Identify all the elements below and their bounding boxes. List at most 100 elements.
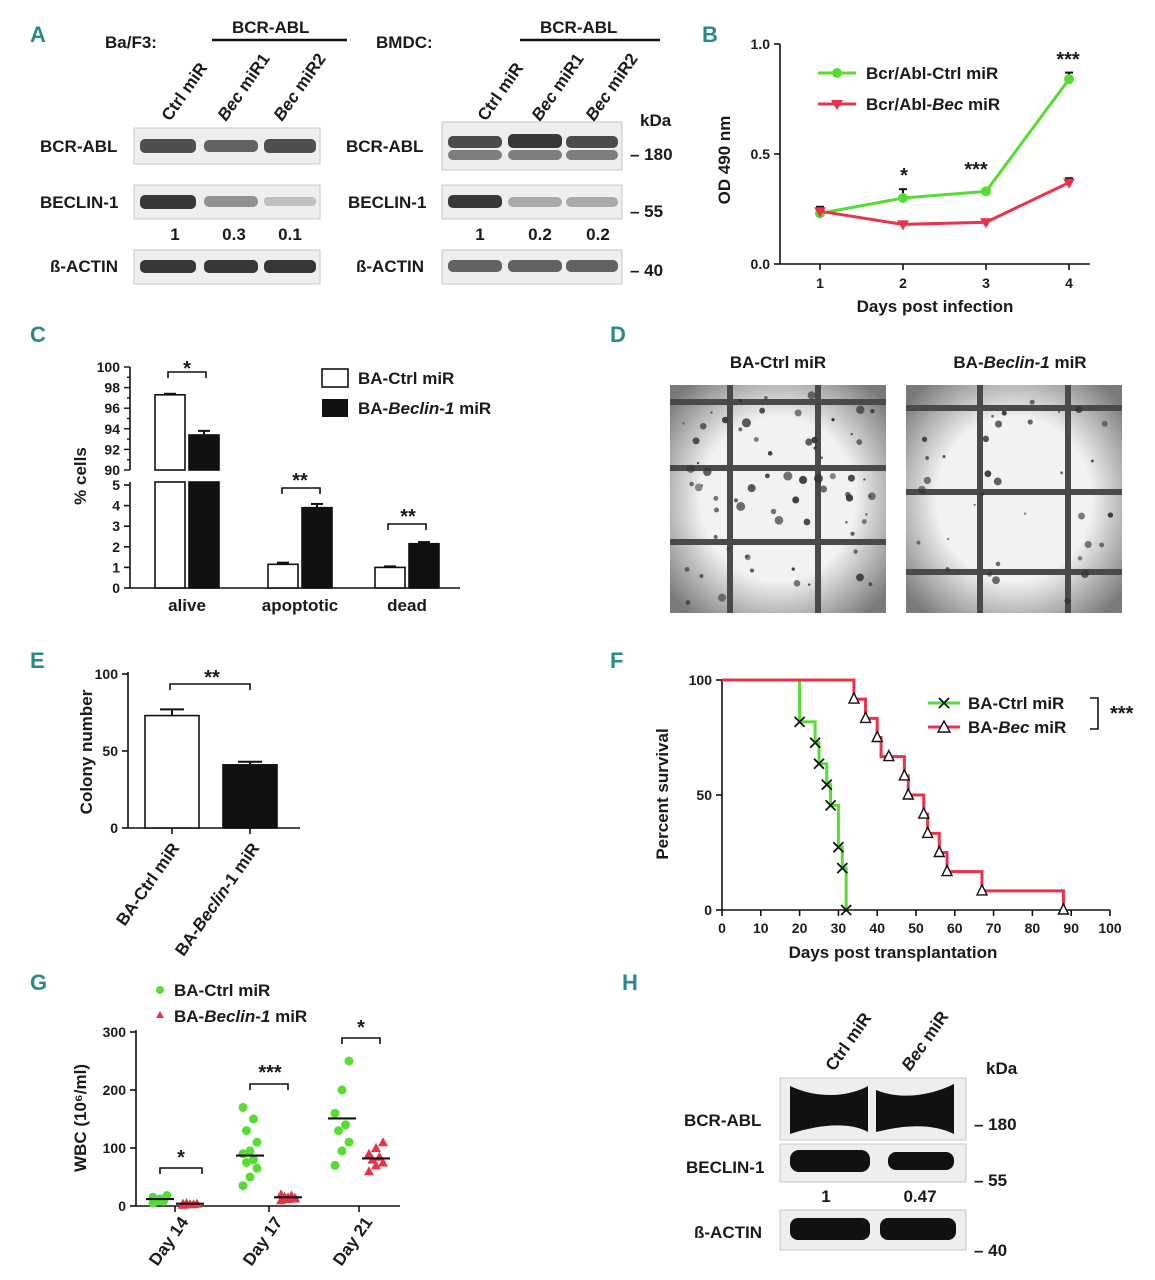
d-image-bec (906, 385, 1122, 613)
ba-quant-1: 1 (170, 225, 179, 244)
e-ytick-label: 50 (102, 743, 118, 759)
f-xtick-label: 90 (1063, 920, 1079, 936)
colony-dot (749, 568, 755, 573)
bmdc-row-actin: ß-ACTIN (356, 257, 424, 276)
g-ytick-label: 0 (118, 1198, 126, 1214)
g-point-bec (364, 1148, 374, 1158)
g-bracket-day14 (159, 1167, 203, 1174)
b-star-day4: *** (1056, 49, 1080, 71)
d-title-ctrl: BA-Ctrl miR (730, 353, 826, 372)
bmdc-label: BMDC: (376, 33, 433, 52)
colony-dot (744, 554, 751, 561)
e-star: ** (204, 667, 220, 689)
colony-dot (741, 418, 751, 428)
h-row-actin: ß-ACTIN (694, 1223, 762, 1242)
colony-dot (1101, 420, 1108, 427)
g-xtick-label: Day 17 (239, 1213, 286, 1269)
colony-dot (1081, 570, 1089, 579)
colony-dot (973, 503, 976, 506)
colony-dot (713, 534, 718, 540)
c-star-dead: ** (400, 506, 416, 528)
f-marker-ctrl (821, 779, 833, 791)
colony-dot (991, 414, 994, 418)
colony-dot (701, 484, 704, 487)
b-point-bec (1063, 178, 1075, 189)
f-legend-marker-bec (936, 719, 952, 733)
g-point-ctrl (238, 1181, 248, 1191)
g-point-bec (371, 1143, 381, 1152)
c-ytick-label: 5 (112, 477, 120, 493)
colony-dot (1058, 410, 1061, 414)
ba-lane-1: Ctrl miR (158, 59, 211, 124)
g-point-bec (364, 1166, 374, 1176)
colony-dot (794, 409, 802, 417)
c-ytick-label: 4 (112, 498, 120, 514)
colony-dot (867, 492, 876, 501)
g-legend-marker-ctrl (156, 986, 164, 994)
colony-dot (774, 515, 784, 525)
colony-dot (738, 398, 743, 403)
colony-dot (807, 583, 811, 586)
panel-letter-h: H (622, 970, 638, 995)
c-ticks: 0 1 2 3 4 590 92 94 96 98 100 (97, 359, 130, 596)
f-marker-bec (871, 729, 884, 743)
h-band (880, 1218, 956, 1240)
f-xtick-label: 0 (718, 920, 726, 936)
f-marker-bec (882, 749, 895, 762)
bmdc-band (566, 150, 618, 160)
c-bar (408, 542, 440, 589)
colony-dot (726, 547, 730, 551)
g-point-bec (371, 1160, 381, 1170)
ba-band (264, 139, 316, 153)
colony-dot (850, 433, 853, 436)
h-band (790, 1150, 870, 1172)
colony-dot (1060, 471, 1064, 475)
f-xtick-label: 100 (1098, 920, 1122, 936)
colony-dot (699, 422, 707, 430)
colony-dot (1027, 419, 1033, 425)
c-ytick-label: 1 (112, 559, 120, 575)
panel-a: A Ba/F3: BCR-ABL BMDC: BCR-ABL Ctrl miR … (30, 18, 673, 285)
colony-dot (717, 593, 727, 602)
c-ytick-label: 100 (97, 359, 121, 375)
e-ticks: 0 50 100 (95, 666, 128, 836)
colony-dot (805, 438, 813, 446)
e-plot (144, 708, 278, 834)
bmdc-band (448, 260, 502, 272)
c-y-title: % cells (71, 447, 90, 505)
ba-band (140, 139, 196, 153)
colony-dot (918, 485, 926, 494)
ba-row-actin: ß-ACTIN (50, 257, 118, 276)
f-marker-ctrl (793, 716, 806, 728)
b-legend-ctrl: Bcr/Abl-Ctrl miR (866, 64, 998, 83)
b-point-ctrl (1064, 74, 1074, 85)
g-ytick-label: 100 (103, 1140, 127, 1156)
c-legend-swatch-bec (322, 399, 348, 417)
b-point-ctrl (981, 186, 991, 197)
bmdc-lane-1: Ctrl miR (474, 59, 527, 124)
h-kda: kDa (986, 1059, 1018, 1078)
kda-label-a: kDa (640, 111, 672, 130)
colony-dot (992, 576, 1000, 585)
b-xtick-label: 1 (816, 275, 824, 291)
d-title-bec: BA-Beclin-1 miR (953, 353, 1086, 372)
panel-h: H Ctrl miR Bec miR kDa BCR-ABL BECLIN-1 … (622, 970, 1018, 1260)
bmdc-quant-2: 0.2 (528, 225, 552, 244)
h-band (790, 1218, 870, 1240)
bmdc-band (448, 195, 502, 208)
colony-dot (925, 456, 929, 460)
colony-dot (733, 498, 738, 503)
colony-dot (764, 396, 768, 400)
b-x-title: Days post infection (857, 297, 1014, 316)
ba-lane-2: Bec miR1 (214, 50, 274, 124)
colony-dot (982, 435, 990, 443)
b-ticks: 0.0 0.5 1.0 1 2 3 4 (751, 36, 1074, 291)
h-row-bcr-abl: BCR-ABL (684, 1111, 761, 1130)
colony-dot (853, 549, 858, 554)
e-bracket (169, 683, 251, 690)
g-point-ctrl (344, 1137, 354, 1147)
panel-c: C % cells 0 1 2 3 4 590 92 94 96 98 100 alive apopt… (30, 322, 491, 615)
c-xtick-label: alive (168, 596, 206, 615)
c-plot: alive apoptotic dead (154, 392, 440, 615)
bmdc-lane-3: Bec miR2 (582, 50, 642, 124)
